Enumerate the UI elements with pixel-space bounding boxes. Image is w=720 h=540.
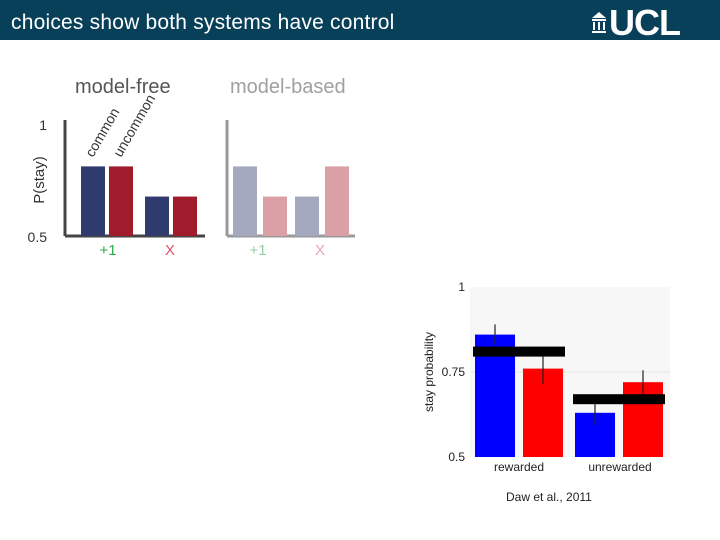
citation: Daw et al., 2011 bbox=[506, 490, 592, 504]
bar-common-0 bbox=[81, 166, 105, 236]
reference-line bbox=[573, 394, 665, 405]
bars-group bbox=[81, 166, 197, 236]
category-label-rewarded: rewarded bbox=[494, 460, 544, 474]
y-axis-label: P(stay) bbox=[31, 156, 48, 204]
bar-uncommon-1 bbox=[325, 166, 349, 236]
category-label-plus1: +1 bbox=[99, 242, 116, 259]
slide-title: choices show both systems have control bbox=[11, 11, 395, 34]
bars-group bbox=[473, 324, 665, 457]
header-bar: choices show both systems have control U… bbox=[0, 0, 720, 43]
bar-uncommon-0 bbox=[109, 166, 133, 236]
bar-common-1 bbox=[145, 196, 169, 236]
bar-uncommon-1 bbox=[173, 196, 197, 236]
model-free-chart: model-free P(stay) 1 0.5 common uncommon… bbox=[28, 76, 205, 259]
y-tick-label: 0.5 bbox=[448, 450, 465, 464]
bar-common-1 bbox=[295, 196, 319, 236]
portico-icon bbox=[592, 12, 606, 33]
bar-label-uncommon: uncommon bbox=[110, 92, 158, 160]
category-label-plus1: +1 bbox=[249, 242, 266, 259]
bar-common-0 bbox=[233, 166, 257, 236]
y-tick-label: 1 bbox=[458, 280, 465, 294]
reference-line bbox=[473, 346, 565, 357]
stay-probability-chart: stay probability 1 0.75 0.5 rewarded unr… bbox=[422, 280, 670, 474]
chart-title: model-based bbox=[230, 76, 346, 98]
bars-group bbox=[233, 166, 349, 236]
model-based-chart: model-based +1 X bbox=[225, 76, 355, 259]
chart-title: model-free bbox=[75, 76, 171, 98]
bar-uncommon-0 bbox=[263, 196, 287, 236]
y-tick-label: 0.5 bbox=[28, 229, 48, 245]
y-axis-label: stay probability bbox=[422, 332, 436, 412]
y-tick-label: 1 bbox=[39, 117, 47, 133]
y-tick-label: 0.75 bbox=[442, 365, 466, 379]
logo-text: UCL bbox=[609, 2, 681, 43]
category-label-x: X bbox=[165, 242, 175, 259]
category-label-x: X bbox=[315, 242, 325, 259]
category-label-unrewarded: unrewarded bbox=[588, 460, 651, 474]
